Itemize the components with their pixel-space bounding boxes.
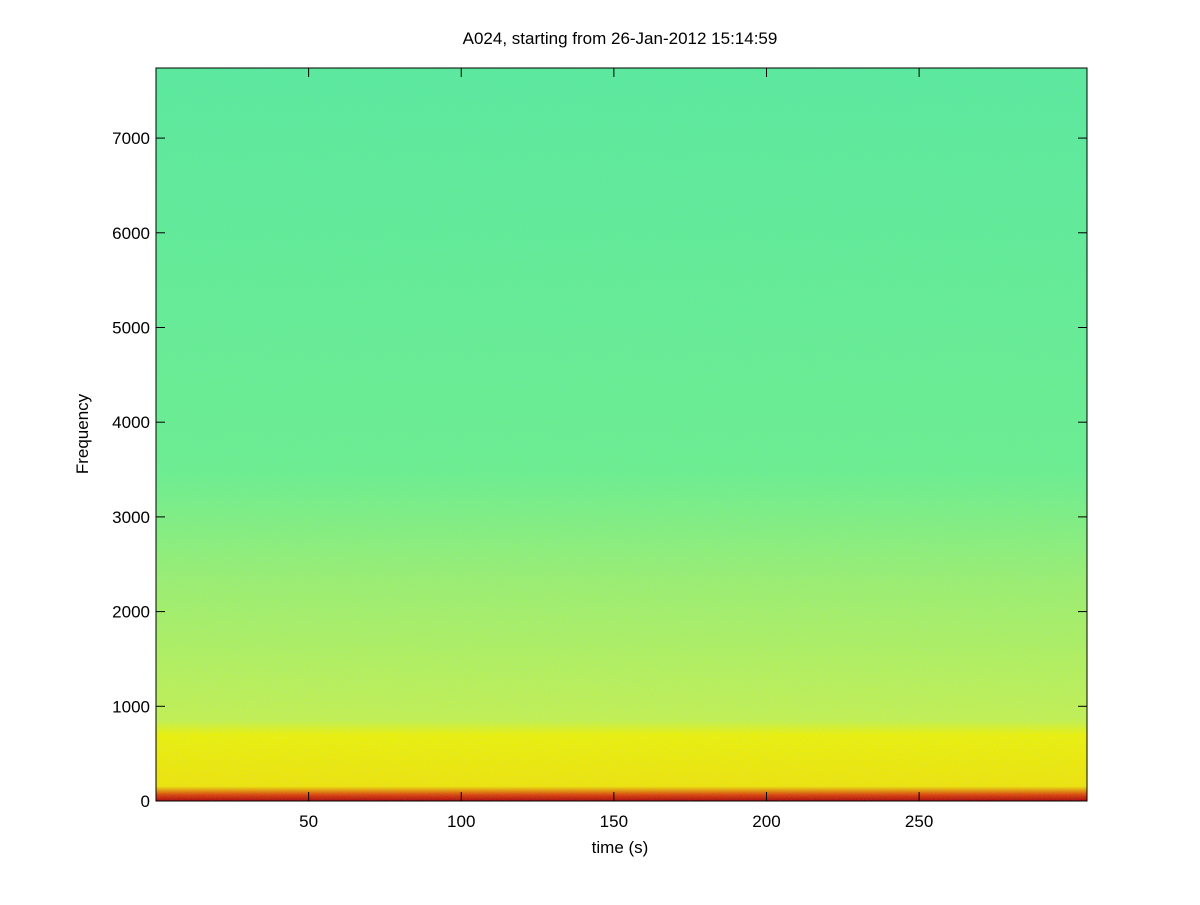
x-tick-label: 200 xyxy=(752,812,780,831)
y-tick-label: 2000 xyxy=(112,603,150,622)
plot-frame xyxy=(155,67,1088,802)
y-tick-label: 5000 xyxy=(112,318,150,337)
y-tick-label: 7000 xyxy=(112,129,150,148)
x-tick-label: 50 xyxy=(299,812,318,831)
y-tick-label: 3000 xyxy=(112,508,150,527)
x-tick-label: 100 xyxy=(447,812,475,831)
y-tick-label: 1000 xyxy=(112,697,150,716)
x-tick-label: 150 xyxy=(600,812,628,831)
y-axis-label: Frequency xyxy=(73,393,92,474)
x-axis-label: time (s) xyxy=(592,838,649,857)
chart-title: A024, starting from 26-Jan-2012 15:14:59 xyxy=(463,29,778,48)
y-tick-label: 6000 xyxy=(112,224,150,243)
x-tick-label: 250 xyxy=(905,812,933,831)
spectrogram-noise xyxy=(156,68,1087,801)
y-tick-label: 4000 xyxy=(112,413,150,432)
y-tick-label: 0 xyxy=(141,792,150,811)
